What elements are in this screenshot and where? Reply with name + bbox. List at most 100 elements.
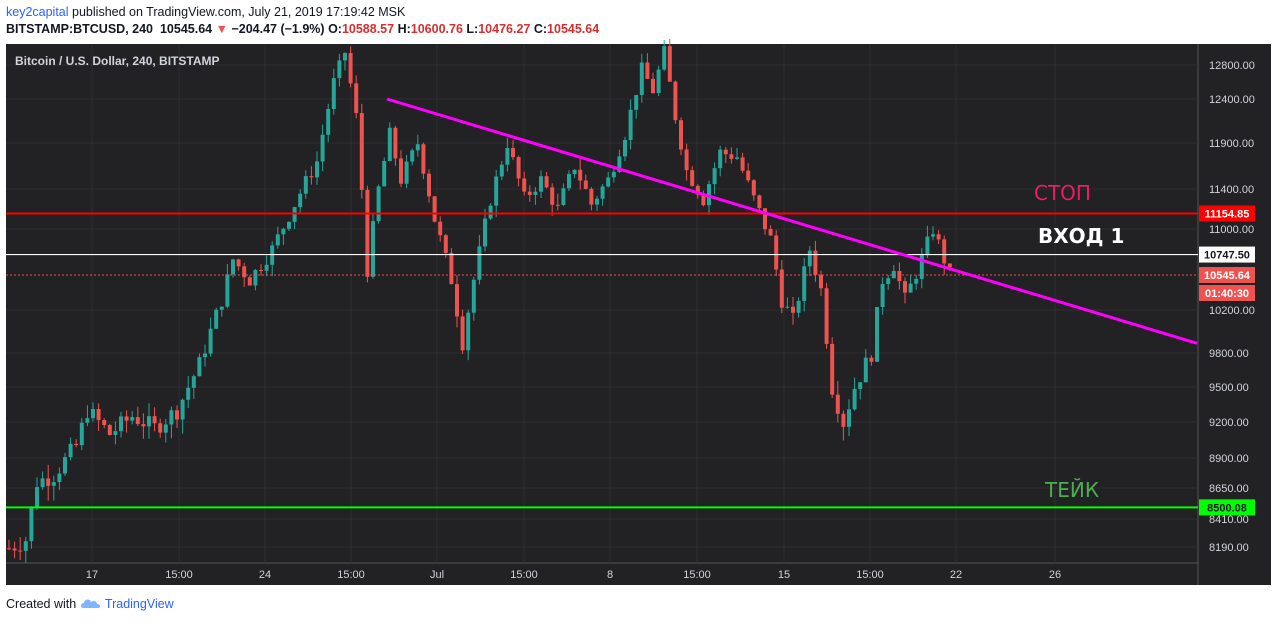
price-tick-label: 11000.00	[1209, 224, 1254, 236]
candle-body	[639, 62, 644, 96]
candle-body	[175, 410, 179, 420]
stop-label: СТОП	[1034, 181, 1091, 205]
open-label: O:	[328, 22, 342, 36]
candle-body	[488, 205, 493, 219]
candle-body	[729, 154, 734, 159]
candle-body	[219, 306, 224, 310]
axes: 12800.00 12400.00 11900.00 11400.00 11000.00…	[86, 60, 1255, 581]
candle-body	[567, 174, 571, 189]
candle-body	[897, 271, 902, 282]
candle-body	[264, 264, 269, 271]
author-link[interactable]: key2capital	[6, 5, 69, 19]
take-price-tag: 8500.08	[1207, 502, 1247, 514]
symbol-label: BITSTAMP:BTCUSD, 240	[6, 22, 154, 36]
candle-body	[180, 399, 185, 420]
tradingview-link[interactable]: TradingView	[104, 597, 174, 611]
time-tick-label: 15:00	[856, 569, 884, 581]
price-tick-label: 11900.00	[1209, 138, 1254, 150]
candle-body	[589, 188, 594, 205]
candle-body	[74, 443, 79, 446]
candle-body	[242, 266, 247, 278]
candle-body	[522, 178, 527, 192]
time-tick-label: 15	[778, 569, 790, 581]
candle-body	[135, 417, 140, 425]
candle-body	[275, 234, 280, 246]
candle-body	[432, 196, 437, 222]
trendline	[386, 97, 1198, 345]
symbol-info: BITSTAMP:BTCUSD, 240 10545.64 ▼ −204.47 …	[6, 22, 599, 36]
candle-body	[947, 263, 952, 268]
price-tick-label: 10200.00	[1209, 305, 1255, 317]
candle-body	[908, 283, 913, 293]
candle-body	[141, 424, 146, 427]
candle-body	[695, 185, 700, 195]
price-tick-label: 8190.00	[1209, 542, 1249, 554]
time-tick-label: 22	[950, 569, 962, 581]
candle-body	[281, 228, 286, 235]
candle-body	[119, 416, 123, 432]
last-price: 10545.64	[159, 22, 213, 36]
candle-body	[880, 284, 885, 307]
created-with-text: Created with	[6, 597, 77, 611]
level-lines	[6, 97, 1198, 509]
candle-body	[214, 309, 219, 329]
countdown-tag-bg	[1199, 285, 1255, 302]
price-tick-label: 11400.00	[1209, 184, 1254, 196]
candle-body	[393, 127, 398, 159]
candle-body	[628, 109, 633, 140]
price-change: −204.47 (−1.9%)	[231, 22, 325, 36]
candle-body	[387, 127, 392, 161]
candle-body	[35, 487, 39, 508]
candle-body	[208, 328, 213, 354]
candles	[7, 38, 952, 563]
candle-body	[315, 161, 319, 178]
candle-body	[679, 120, 683, 150]
close-value: 10545.64	[547, 22, 600, 36]
candle-body	[723, 149, 728, 155]
candle-body	[919, 255, 924, 279]
candle-body	[544, 176, 549, 188]
candle-body	[23, 541, 28, 551]
candle-body	[197, 357, 202, 377]
price-tick-label: 8410.00	[1209, 514, 1249, 526]
candle-body	[371, 221, 375, 277]
candle-body	[191, 376, 196, 388]
high-label: H:	[397, 22, 411, 36]
candle-body	[611, 171, 616, 178]
candle-body	[847, 409, 851, 427]
candle-body	[841, 413, 846, 427]
candle-body	[343, 53, 347, 61]
price-tick-label: 8650.00	[1209, 483, 1249, 495]
candle-body	[634, 95, 639, 110]
candle-body	[774, 235, 779, 270]
candle-body	[746, 170, 751, 181]
candle-body	[303, 176, 308, 194]
candle-body	[690, 170, 695, 186]
candle-body	[617, 156, 622, 172]
candle-body	[499, 164, 504, 177]
current-price-tag-bg	[1199, 267, 1255, 284]
candle-body	[18, 550, 23, 552]
candle-body	[359, 113, 364, 190]
candle-body	[382, 160, 387, 187]
candle-body	[791, 306, 795, 313]
candle-body	[583, 180, 588, 189]
chart-title: Bitcoin / U.S. Dollar, 240, BITSTAMP	[15, 54, 219, 68]
candle-body	[337, 60, 342, 79]
candle-body	[466, 312, 471, 351]
candle-body	[869, 357, 874, 362]
candle-body	[511, 148, 515, 158]
candle-body	[147, 416, 151, 427]
footer: Created with TradingView	[6, 597, 174, 611]
candle-body	[477, 246, 482, 280]
candle-body	[236, 259, 241, 267]
close-label: C:	[533, 22, 548, 36]
candle-body	[550, 187, 555, 205]
candle-body	[751, 180, 756, 196]
time-tick-label: 15:00	[165, 569, 193, 581]
candle-body	[169, 410, 174, 425]
stop-price-tag-bg	[1199, 205, 1255, 222]
candle-body	[886, 278, 891, 285]
candle-body	[875, 306, 879, 362]
